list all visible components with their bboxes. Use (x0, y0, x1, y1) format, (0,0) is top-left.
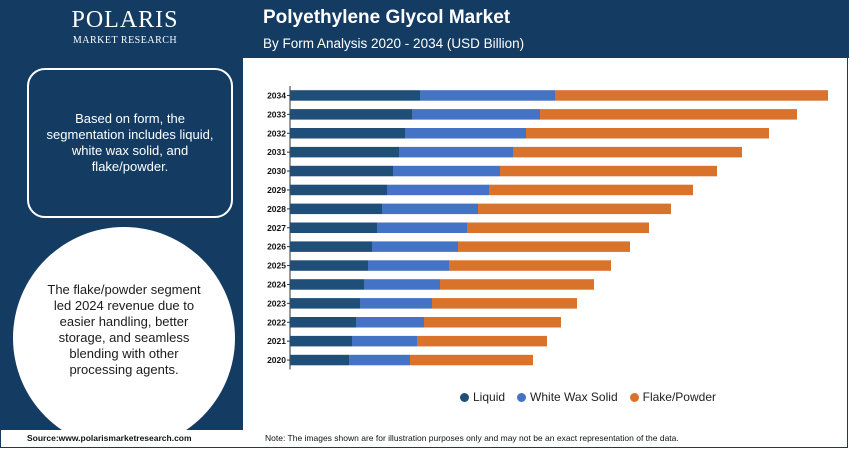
chart-title: Polyethylene Glycol Market (263, 7, 511, 28)
bar-segment-flake-powder (540, 109, 797, 120)
bar-segment-flake-powder (513, 146, 742, 158)
y-tick-label: 2020 (267, 355, 286, 365)
header-band (243, 0, 849, 58)
bar-segment-white-wax-solid (356, 317, 424, 328)
bar-segment-white-wax-solid (420, 90, 555, 101)
bar-segment-flake-powder (500, 165, 717, 177)
info-text: Based on form, the segmentation includes… (46, 111, 214, 174)
info-box: Based on form, the segmentation includes… (27, 68, 233, 218)
y-tick-label: 2032 (267, 128, 286, 138)
bar-segment-white-wax-solid (393, 165, 500, 177)
bar-segment-liquid (290, 165, 393, 177)
bar-segment-flake-powder (478, 203, 671, 215)
bar-segment-liquid (290, 109, 412, 120)
y-tick-label: 2022 (267, 317, 286, 327)
bar-segment-liquid (290, 335, 352, 347)
legend-marker (629, 392, 639, 402)
bar-segment-white-wax-solid (368, 260, 449, 271)
bar-segment-liquid (290, 222, 377, 233)
bar-segment-flake-powder (440, 279, 594, 290)
legend-label: White Wax Solid (530, 390, 618, 404)
y-tick-label: 2033 (267, 109, 286, 119)
bar-segment-white-wax-solid (364, 279, 440, 290)
bar-segment-flake-powder (410, 354, 533, 366)
bar-segment-flake-powder (449, 260, 611, 271)
bar-segment-liquid (290, 317, 356, 328)
bar-segment-liquid (290, 128, 405, 139)
bar-segment-liquid (290, 298, 360, 309)
logo-main-text: POLARIS (71, 7, 179, 33)
highlight-text: The flake/powder segment led 2024 revenu… (47, 282, 201, 377)
bar-segment-liquid (290, 279, 364, 290)
bar-segment-white-wax-solid (382, 203, 478, 215)
bar-segment-white-wax-solid (377, 222, 467, 233)
bar-segment-flake-powder (432, 298, 577, 309)
legend-label: Flake/Powder (642, 390, 716, 404)
source-text: Source:www.polarismarketresearch.com (27, 433, 192, 443)
y-tick-label: 2023 (267, 298, 286, 308)
bar-segment-white-wax-solid (372, 241, 458, 252)
bar-segment-flake-powder (467, 222, 649, 233)
bar-segment-flake-powder (555, 90, 828, 101)
bar-segment-white-wax-solid (387, 184, 489, 196)
bar-segment-white-wax-solid (352, 335, 417, 347)
bar-segment-white-wax-solid (412, 109, 540, 120)
chart-subtitle: By Form Analysis 2020 - 2034 (USD Billio… (263, 36, 525, 51)
bar-segment-flake-powder (526, 128, 769, 139)
bar-segment-liquid (290, 260, 368, 271)
left-panel: POLARIS MARKET RESEARCH Based on form, t… (0, 0, 243, 430)
bar-segment-white-wax-solid (405, 128, 526, 139)
bar-segment-white-wax-solid (399, 146, 513, 158)
legend-item: Flake/Powder (629, 390, 716, 404)
bar-segment-white-wax-solid (349, 354, 410, 366)
bar-segment-flake-powder (458, 241, 630, 252)
legend-item: Liquid (460, 390, 505, 404)
y-tick-label: 2030 (267, 166, 286, 176)
bar-segment-flake-powder (417, 335, 547, 347)
bar-segment-flake-powder (489, 184, 693, 196)
y-tick-label: 2028 (267, 204, 286, 214)
legend-marker (517, 392, 527, 402)
bar-segment-liquid (290, 203, 382, 215)
bar-segment-flake-powder (424, 317, 561, 328)
chart-legend: Liquid White Wax Solid Flake/Powder (460, 390, 716, 404)
polaris-logo: POLARIS MARKET RESEARCH (60, 6, 190, 52)
bar-segment-liquid (290, 146, 399, 158)
y-tick-label: 2025 (267, 261, 286, 271)
bar-segment-liquid (290, 354, 349, 366)
y-tick-label: 2027 (267, 223, 286, 233)
note-text: Note: The images shown are for illustrat… (265, 433, 679, 443)
y-tick-label: 2031 (267, 147, 286, 157)
bar-segment-liquid (290, 241, 372, 252)
bar-segment-white-wax-solid (360, 298, 432, 309)
y-tick-label: 2026 (267, 242, 286, 252)
y-tick-label: 2021 (267, 336, 286, 346)
legend-marker (460, 392, 469, 402)
logo-sub-text: MARKET RESEARCH (72, 35, 178, 46)
y-tick-label: 2029 (267, 185, 286, 195)
bar-segment-liquid (290, 90, 420, 101)
legend-item: White Wax Solid (517, 390, 618, 404)
y-tick-label: 2024 (267, 279, 286, 289)
highlight-circle: The flake/powder segment led 2024 revenu… (13, 227, 235, 430)
y-tick-label: 2034 (267, 90, 286, 100)
legend-label: Liquid (473, 390, 506, 404)
bar-segment-liquid (290, 184, 387, 196)
